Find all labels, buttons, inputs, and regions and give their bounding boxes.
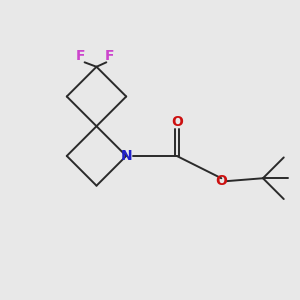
Text: O: O [215, 174, 227, 188]
Text: F: F [75, 50, 85, 63]
Text: O: O [171, 115, 183, 129]
Text: N: N [120, 149, 132, 163]
Text: F: F [105, 50, 115, 63]
